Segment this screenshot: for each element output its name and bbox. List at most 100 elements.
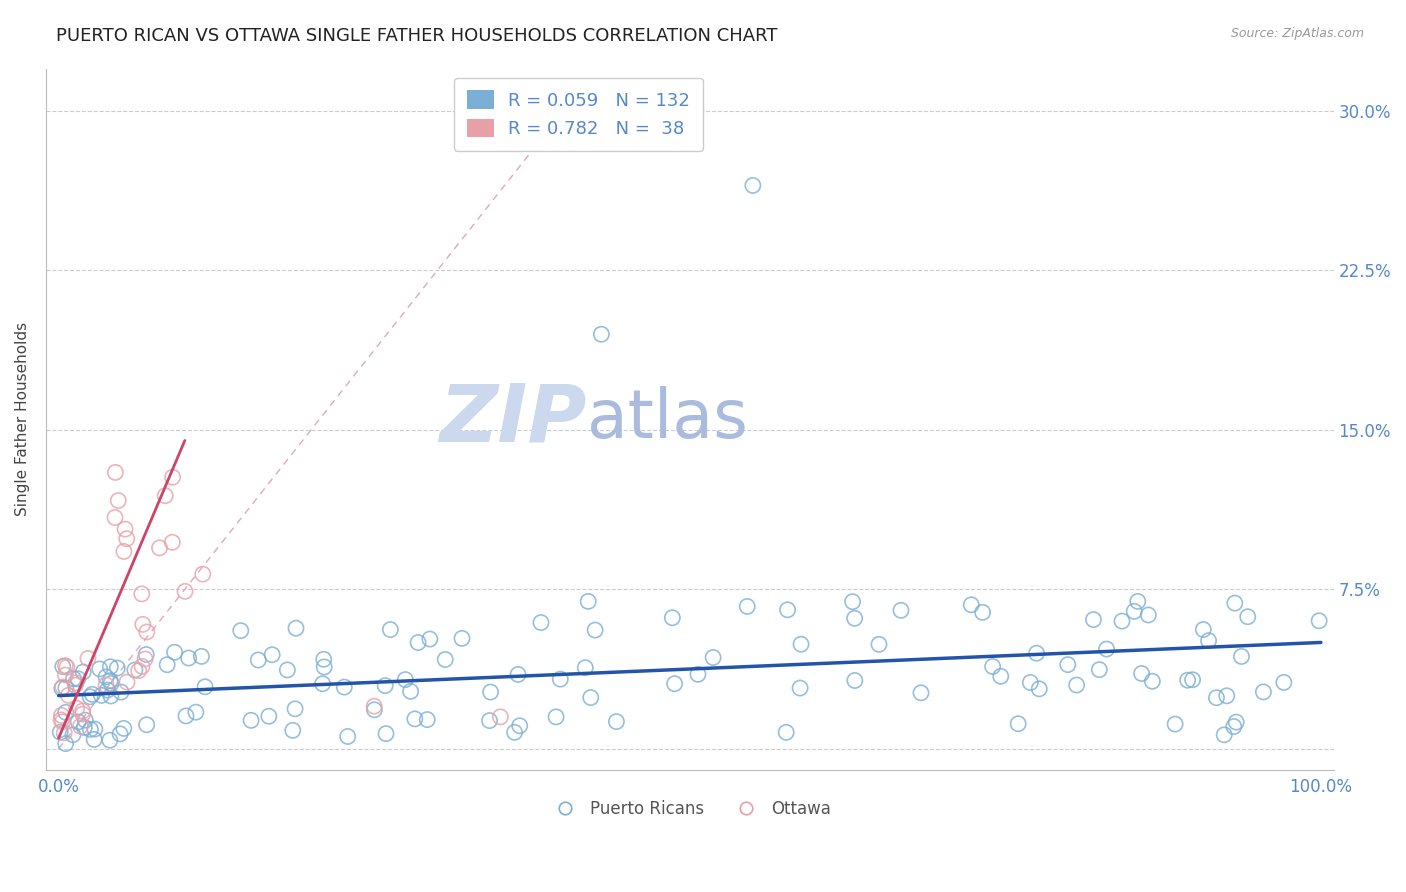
Point xyxy=(55,668,77,682)
Text: PUERTO RICAN VS OTTAWA SINGLE FATHER HOUSEHOLDS CORRELATION CHART: PUERTO RICAN VS OTTAWA SINGLE FATHER HOU… xyxy=(56,27,778,45)
Point xyxy=(314,660,336,674)
Point xyxy=(55,706,77,720)
Point xyxy=(124,663,146,677)
Point xyxy=(174,709,197,723)
Point xyxy=(419,632,441,646)
Point xyxy=(336,730,359,744)
Point xyxy=(702,650,724,665)
Point xyxy=(990,669,1012,683)
Point xyxy=(75,713,97,727)
Point xyxy=(55,737,77,751)
Point xyxy=(98,659,121,673)
Point xyxy=(131,659,153,673)
Text: Source: ZipAtlas.com: Source: ZipAtlas.com xyxy=(1230,27,1364,40)
Point xyxy=(380,623,402,637)
Point xyxy=(789,681,811,695)
Point xyxy=(52,680,75,694)
Point xyxy=(375,726,398,740)
Point xyxy=(262,648,284,662)
Point xyxy=(240,714,263,728)
Point xyxy=(184,705,207,719)
Point xyxy=(960,598,983,612)
Point xyxy=(416,713,439,727)
Point xyxy=(1130,666,1153,681)
Point xyxy=(52,659,75,673)
Point xyxy=(583,623,606,637)
Point xyxy=(83,732,105,747)
Point xyxy=(247,653,270,667)
Point xyxy=(115,675,138,690)
Point xyxy=(53,658,76,673)
Point xyxy=(104,510,127,524)
Point xyxy=(112,544,135,558)
Point xyxy=(134,652,156,666)
Point xyxy=(1215,689,1237,703)
Point xyxy=(96,683,118,698)
Point xyxy=(868,637,890,651)
Point xyxy=(479,685,502,699)
Point xyxy=(49,725,72,739)
Point xyxy=(333,680,356,694)
Point xyxy=(163,645,186,659)
Point xyxy=(105,661,128,675)
Legend: Puerto Ricans, Ottawa: Puerto Ricans, Ottawa xyxy=(541,794,838,825)
Point xyxy=(1088,663,1111,677)
Point xyxy=(1223,596,1246,610)
Point xyxy=(478,714,501,728)
Point xyxy=(404,712,426,726)
Point xyxy=(374,679,396,693)
Point xyxy=(735,599,758,614)
Point xyxy=(591,327,613,342)
Point xyxy=(434,652,457,666)
Point xyxy=(82,687,104,701)
Point xyxy=(285,621,308,635)
Point xyxy=(177,651,200,665)
Point xyxy=(62,728,84,742)
Point xyxy=(489,710,512,724)
Point xyxy=(1111,614,1133,628)
Point xyxy=(1142,674,1164,689)
Point xyxy=(1164,717,1187,731)
Point xyxy=(90,689,112,703)
Point xyxy=(128,664,150,678)
Point xyxy=(115,532,138,546)
Point xyxy=(72,707,94,722)
Point xyxy=(363,703,385,717)
Point xyxy=(77,651,100,665)
Point xyxy=(972,605,994,619)
Point xyxy=(100,676,122,690)
Point xyxy=(100,689,122,703)
Point xyxy=(131,587,153,601)
Point xyxy=(58,689,80,703)
Point xyxy=(1230,649,1253,664)
Point xyxy=(66,672,89,686)
Point xyxy=(135,648,157,662)
Point xyxy=(51,708,73,723)
Point xyxy=(162,535,184,549)
Point xyxy=(83,722,105,736)
Point xyxy=(1236,609,1258,624)
Point xyxy=(135,624,157,639)
Point xyxy=(55,681,77,695)
Point xyxy=(1181,673,1204,687)
Point xyxy=(451,632,474,646)
Point xyxy=(1213,728,1236,742)
Point xyxy=(72,704,94,718)
Point xyxy=(741,178,763,193)
Point xyxy=(506,667,529,681)
Point xyxy=(1308,614,1330,628)
Point xyxy=(190,649,212,664)
Point xyxy=(1205,690,1227,705)
Point xyxy=(73,720,96,734)
Point xyxy=(104,466,127,480)
Point xyxy=(790,637,813,651)
Point xyxy=(776,603,799,617)
Point xyxy=(66,701,89,715)
Point xyxy=(890,603,912,617)
Point xyxy=(108,727,131,741)
Point xyxy=(605,714,627,729)
Point xyxy=(503,725,526,739)
Point xyxy=(311,676,333,690)
Point xyxy=(1137,607,1160,622)
Point xyxy=(284,702,307,716)
